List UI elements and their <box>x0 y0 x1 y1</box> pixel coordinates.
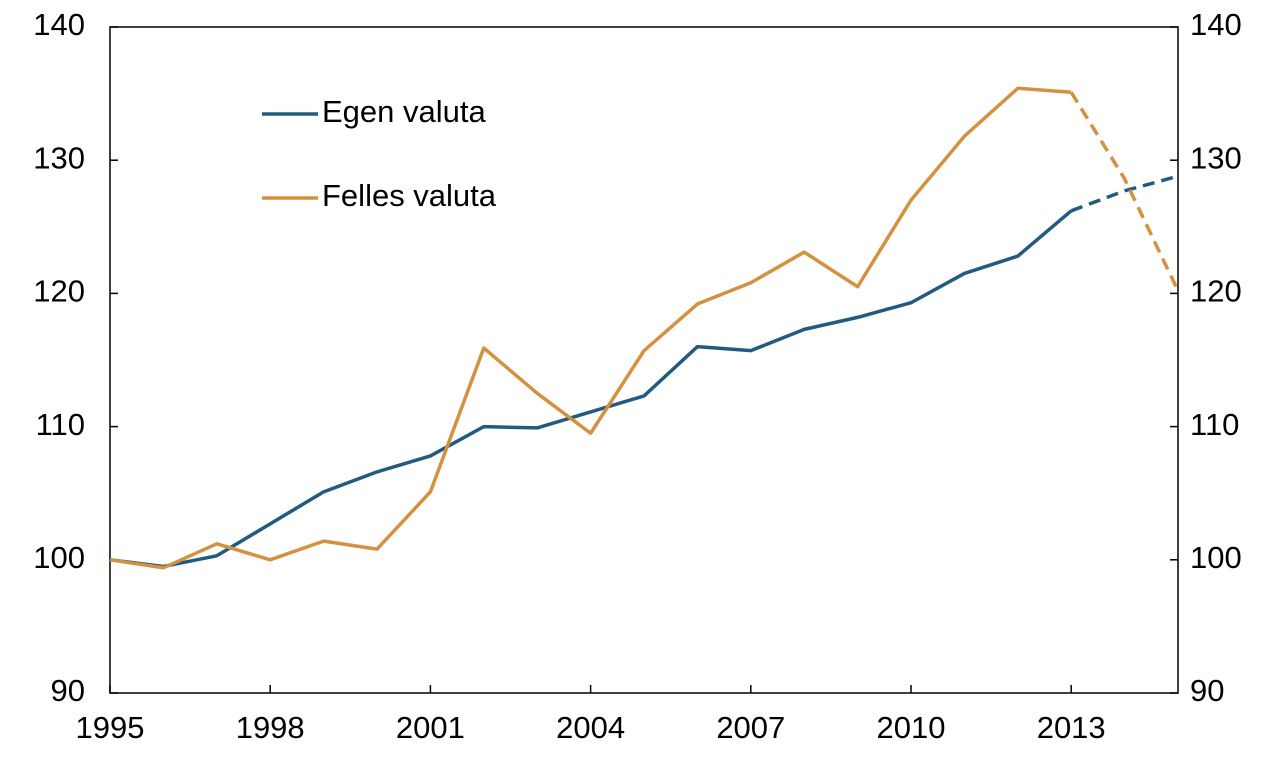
x-tick-label: 1995 <box>76 710 145 745</box>
y-tick-label: 100 <box>33 540 85 575</box>
x-tick-label: 2004 <box>556 710 625 745</box>
x-tick-label: 2013 <box>1037 710 1106 745</box>
y2-tick-label: 140 <box>1190 7 1242 42</box>
y2-tick-label: 100 <box>1190 540 1242 575</box>
plot-frame <box>109 26 1179 694</box>
y2-tick-label: 130 <box>1190 140 1242 175</box>
y2-tick-label: 110 <box>1190 407 1239 442</box>
y-tick-label: 90 <box>51 673 85 708</box>
legend-label: Egen valuta <box>322 94 486 129</box>
y-tick-label: 120 <box>33 274 85 309</box>
series-line <box>109 209 1073 569</box>
y-tick-label: 130 <box>33 140 85 175</box>
x-tick-label: 1998 <box>236 710 305 745</box>
series-line-projection <box>1070 174 1179 213</box>
y2-tick-label: 90 <box>1190 673 1224 708</box>
x-tick-label: 2001 <box>396 710 465 745</box>
y2-tick-label: 120 <box>1190 274 1242 309</box>
legend-label: Felles valuta <box>322 178 497 213</box>
series-line-projection <box>1069 91 1180 292</box>
y-tick-label: 110 <box>36 407 85 442</box>
series-line <box>109 86 1072 570</box>
x-tick-label: 2007 <box>716 710 785 745</box>
x-tick-label: 2010 <box>877 710 946 745</box>
y-tick-label: 140 <box>33 7 85 42</box>
